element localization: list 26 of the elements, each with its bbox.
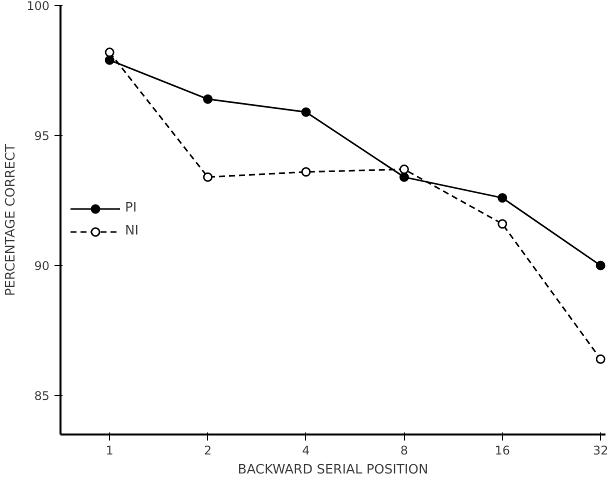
x-tick-label: 2 (204, 444, 212, 458)
point (399, 164, 409, 174)
point (203, 94, 213, 104)
point (498, 219, 508, 229)
y-tick-label: 100 (26, 0, 50, 13)
y-axis-title: PERCENTAGE CORRECT (4, 144, 19, 296)
legend-label: NI (125, 224, 140, 238)
x-tick-label: 4 (302, 444, 310, 458)
y-tick-label: 90 (34, 259, 50, 273)
point (596, 260, 606, 270)
point (301, 167, 311, 177)
legend-label: PI (125, 200, 138, 216)
point (301, 107, 311, 117)
y-tick-label: 85 (34, 389, 50, 403)
y-tick-label: 95 (34, 129, 50, 143)
point (596, 354, 606, 364)
point (498, 193, 508, 203)
point (104, 55, 114, 65)
point (399, 172, 409, 182)
x-tick-label: 16 (494, 444, 510, 458)
x-axis-title: BACKWARD SERIAL POSITION (238, 462, 428, 478)
x-tick-label: 32 (592, 444, 608, 458)
point (203, 172, 213, 182)
x-tick-label: 8 (400, 444, 408, 458)
point (104, 48, 114, 58)
x-tick-label: 1 (106, 444, 114, 458)
